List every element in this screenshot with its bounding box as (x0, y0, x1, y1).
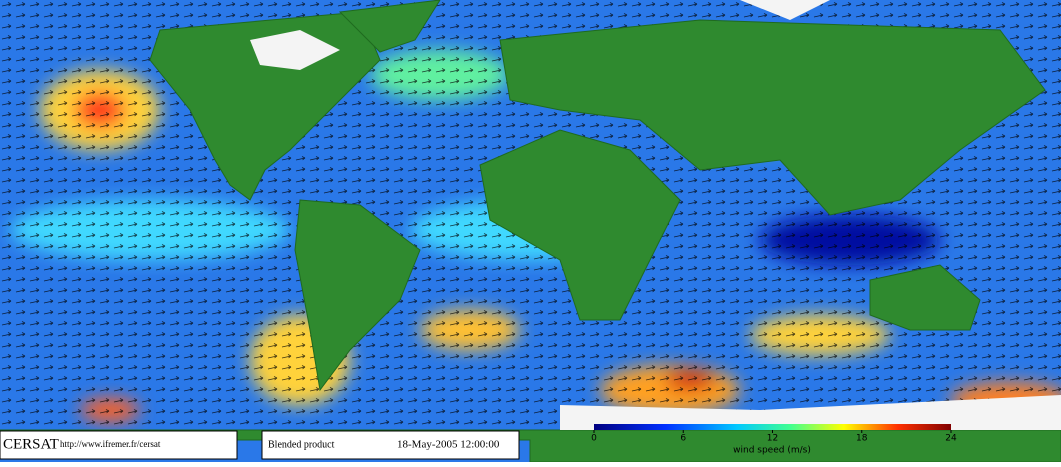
ice (250, 0, 1061, 430)
colorbar-tick-label: 18 (856, 434, 868, 444)
colorbar-tick-label: 6 (680, 434, 686, 444)
logo: CERSAT (3, 436, 59, 452)
date: 18-May-2005 12:00:00 (397, 439, 500, 451)
product-box (261, 430, 520, 460)
product: Blended product (268, 439, 335, 450)
url: http://www.ifremer.fr/cersat (60, 439, 161, 449)
colorbar-label: wind speed (m/s) (733, 446, 811, 456)
colorbar-tick-label: 12 (767, 434, 778, 444)
colorbar (594, 424, 951, 430)
logo-box (0, 430, 238, 460)
colorbar-tick-label: 0 (591, 434, 597, 444)
colorbar-tick-label: 24 (945, 434, 957, 444)
